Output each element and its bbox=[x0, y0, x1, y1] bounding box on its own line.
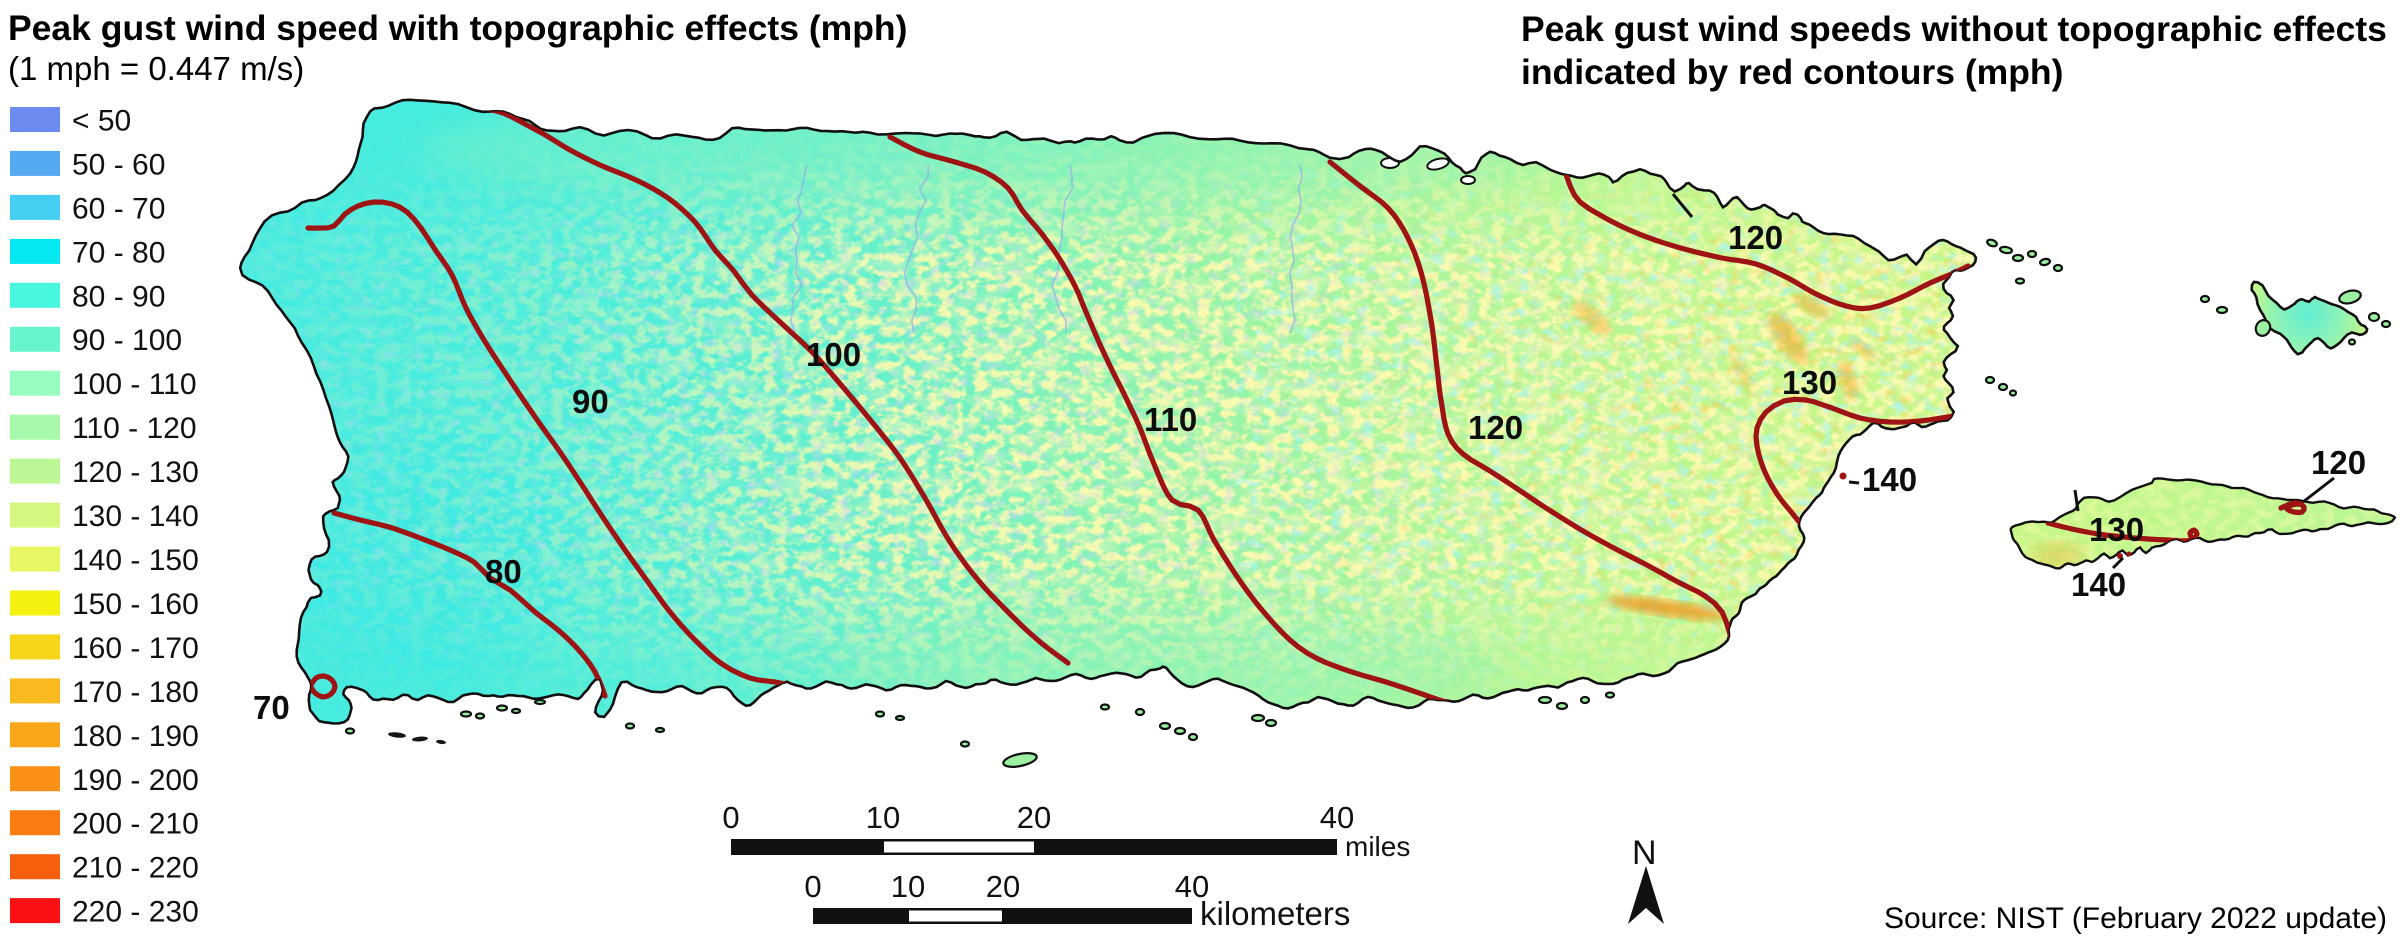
svg-text:70 - 80: 70 - 80 bbox=[72, 236, 165, 269]
svg-text:180 - 190: 180 - 190 bbox=[72, 720, 199, 753]
svg-text:110: 110 bbox=[1144, 401, 1197, 438]
svg-text:40: 40 bbox=[1175, 869, 1209, 904]
svg-text:Peak gust wind speed with topo: Peak gust wind speed with topographic ef… bbox=[8, 8, 907, 48]
svg-text:120 - 130: 120 - 130 bbox=[72, 456, 199, 489]
svg-text:140: 140 bbox=[2071, 566, 2126, 603]
svg-text:70: 70 bbox=[253, 689, 290, 726]
svg-text:210 - 220: 210 - 220 bbox=[72, 852, 199, 885]
svg-text:miles: miles bbox=[1345, 831, 1410, 862]
svg-text:(1 mph = 0.447 m/s): (1 mph = 0.447 m/s) bbox=[8, 50, 304, 87]
svg-text:140 - 150: 140 - 150 bbox=[72, 544, 199, 577]
svg-text:N: N bbox=[1632, 834, 1657, 872]
svg-text:80 - 90: 80 - 90 bbox=[72, 280, 165, 313]
svg-text:20: 20 bbox=[986, 869, 1020, 904]
svg-text:130 - 140: 130 - 140 bbox=[72, 500, 199, 533]
svg-text:130: 130 bbox=[2089, 511, 2144, 548]
svg-text:Source: NIST (February 2022 up: Source: NIST (February 2022 update) bbox=[1884, 902, 2387, 935]
svg-text:50 - 60: 50 - 60 bbox=[72, 148, 165, 181]
svg-text:100: 100 bbox=[806, 336, 861, 373]
svg-text:140: 140 bbox=[1862, 461, 1917, 498]
svg-text:190 - 200: 190 - 200 bbox=[72, 764, 199, 797]
svg-text:170 - 180: 170 - 180 bbox=[72, 676, 199, 709]
svg-text:120: 120 bbox=[2311, 444, 2366, 481]
svg-text:120: 120 bbox=[1728, 219, 1783, 256]
svg-text:20: 20 bbox=[1017, 800, 1051, 835]
svg-text:< 50: < 50 bbox=[72, 105, 131, 138]
svg-text:40: 40 bbox=[1320, 800, 1354, 835]
svg-text:110 - 120: 110 - 120 bbox=[72, 412, 197, 445]
svg-text:kilometers: kilometers bbox=[1200, 895, 1350, 932]
svg-text:100 - 110: 100 - 110 bbox=[72, 368, 197, 401]
svg-text:Peak gust wind speeds without: Peak gust wind speeds without topographi… bbox=[1521, 9, 2387, 49]
svg-text:indicated by red contours (mph: indicated by red contours (mph) bbox=[1521, 52, 2063, 92]
svg-text:130: 130 bbox=[1782, 364, 1837, 401]
svg-text:90: 90 bbox=[572, 383, 609, 420]
svg-text:60 - 70: 60 - 70 bbox=[72, 192, 165, 225]
svg-text:0: 0 bbox=[804, 869, 821, 904]
svg-text:90 - 100: 90 - 100 bbox=[72, 324, 182, 357]
svg-text:150 - 160: 150 - 160 bbox=[72, 588, 199, 621]
svg-text:80: 80 bbox=[485, 553, 522, 590]
svg-text:160 - 170: 160 - 170 bbox=[72, 632, 199, 665]
svg-text:10: 10 bbox=[891, 869, 925, 904]
svg-text:120: 120 bbox=[1468, 409, 1523, 446]
svg-text:0: 0 bbox=[722, 800, 739, 835]
svg-text:220 - 230: 220 - 230 bbox=[72, 896, 199, 929]
svg-text:10: 10 bbox=[866, 800, 900, 835]
svg-text:200 - 210: 200 - 210 bbox=[72, 808, 199, 841]
